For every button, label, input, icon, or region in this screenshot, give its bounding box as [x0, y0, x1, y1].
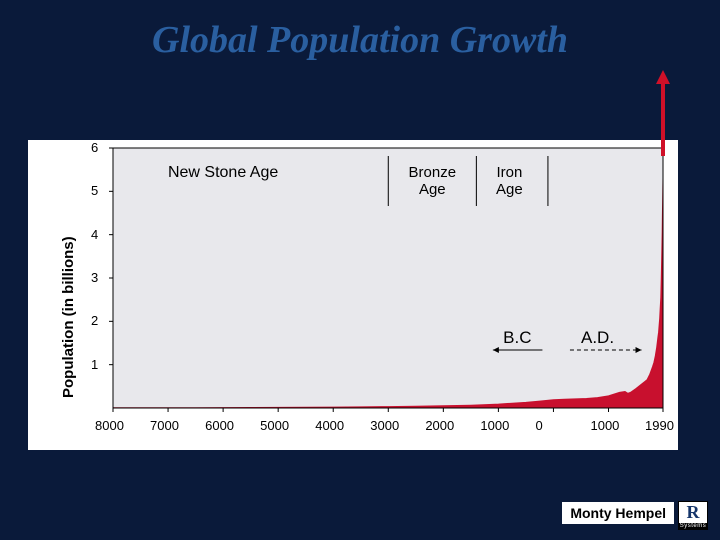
attribution-text: Monty Hempel	[562, 502, 674, 524]
ad-arrow-icon	[28, 140, 678, 450]
logo-letter: R	[687, 502, 700, 522]
logo-subtext: Systems	[679, 523, 707, 529]
chart-container: Population (in billions) 123456 80007000…	[28, 140, 678, 450]
logo: R Systems	[678, 501, 708, 530]
overshoot-arrow-icon	[649, 68, 709, 178]
slide-title: Global Population Growth	[0, 18, 720, 62]
slide: Global Population Growth Population (in …	[0, 0, 720, 540]
